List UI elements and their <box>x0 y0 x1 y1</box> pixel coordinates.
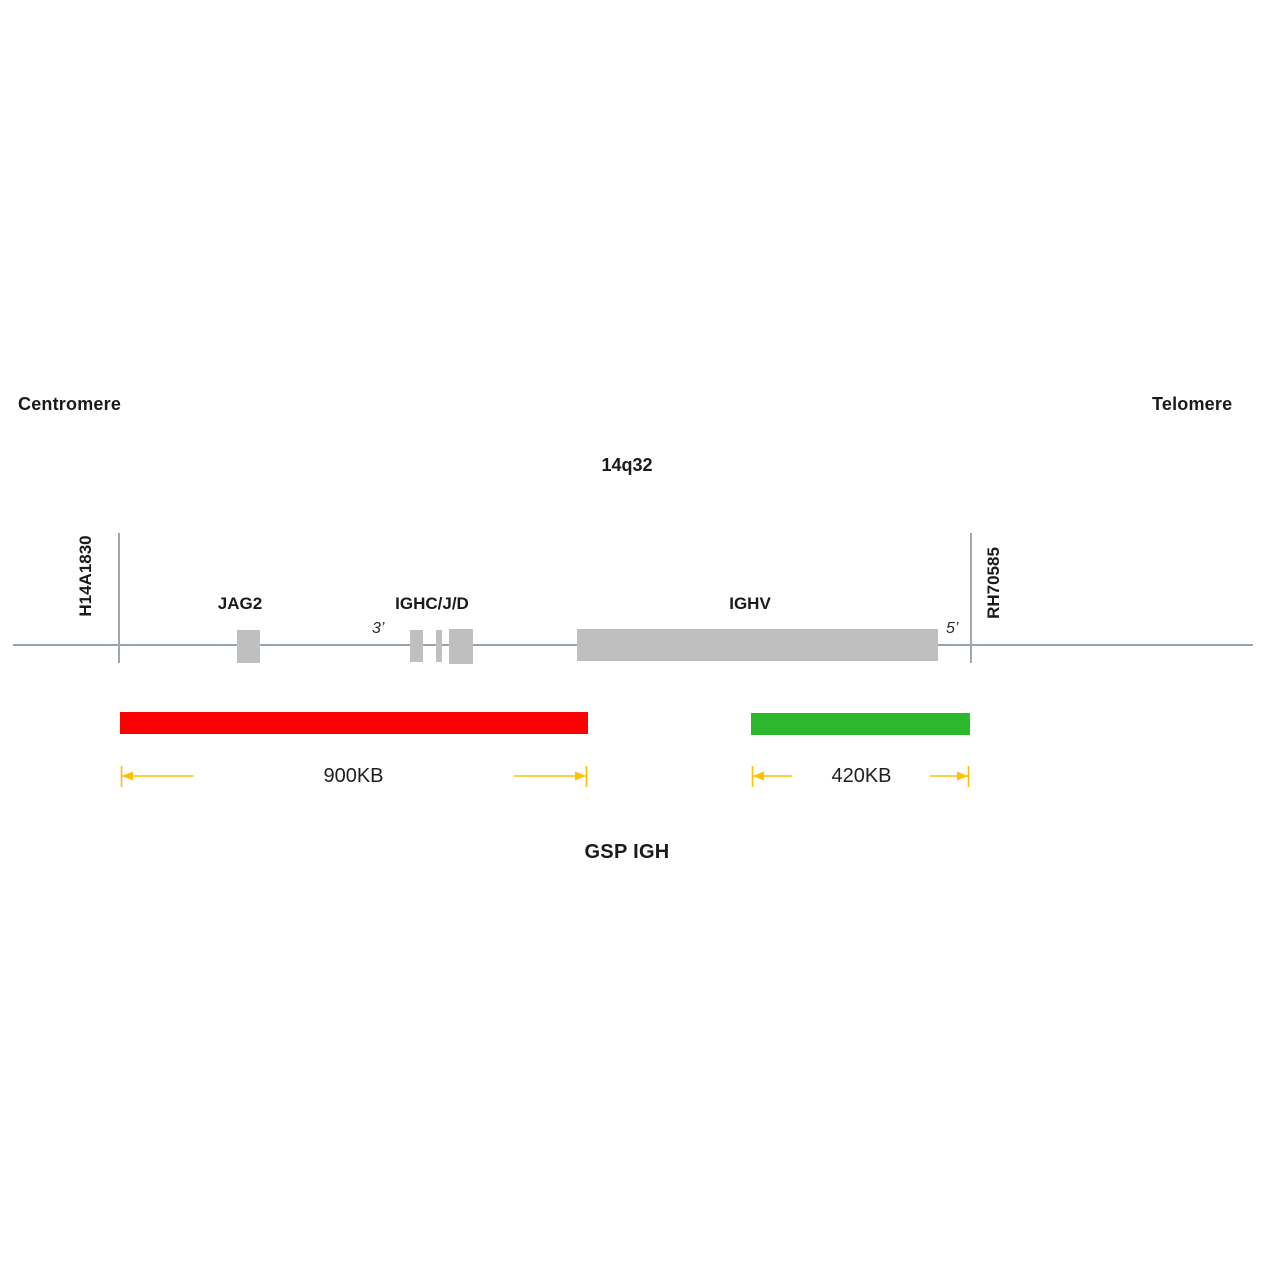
gene-box-ighcjd-2 <box>436 630 442 662</box>
gene-box-ighcjd-3 <box>449 629 473 664</box>
probe-bar-green <box>751 713 970 735</box>
measure-arrow-right-icon <box>930 766 970 787</box>
gene-box-ighv <box>577 629 938 661</box>
measurement-label-420kb: 420KB <box>831 764 892 787</box>
gene-label-ighcjd: IGHC/J/D <box>395 594 469 613</box>
measurement-label-900kb: 900KB <box>323 764 384 787</box>
marker-tick-h14a1830 <box>118 533 120 663</box>
gene-box-jag2 <box>237 630 260 663</box>
measure-arrow-left-icon <box>120 766 194 787</box>
telomere-label: Telomere <box>1152 394 1233 414</box>
marker-tick-rh70585 <box>970 533 972 663</box>
measure-arrow-left-icon <box>751 766 792 787</box>
five-prime-label: 5’ <box>946 620 959 637</box>
marker-label-h14a1830: H14A1830 <box>76 535 95 617</box>
gene-label-jag2: JAG2 <box>217 594 263 613</box>
three-prime-label: 3’ <box>372 620 385 637</box>
gene-box-ighcjd-1 <box>410 630 423 662</box>
figure-title: GSP IGH <box>584 841 670 863</box>
centromere-label: Centromere <box>18 394 122 414</box>
measurement-420kb: 420KB <box>751 763 970 789</box>
measure-arrow-right-icon <box>514 766 588 787</box>
marker-label-rh70585: RH70585 <box>984 547 1003 619</box>
probe-bar-red <box>120 712 588 734</box>
measurement-900kb: 900KB <box>120 763 588 789</box>
locus-label-14q32: 14q32 <box>601 455 653 475</box>
gene-label-ighv: IGHV <box>729 594 771 613</box>
